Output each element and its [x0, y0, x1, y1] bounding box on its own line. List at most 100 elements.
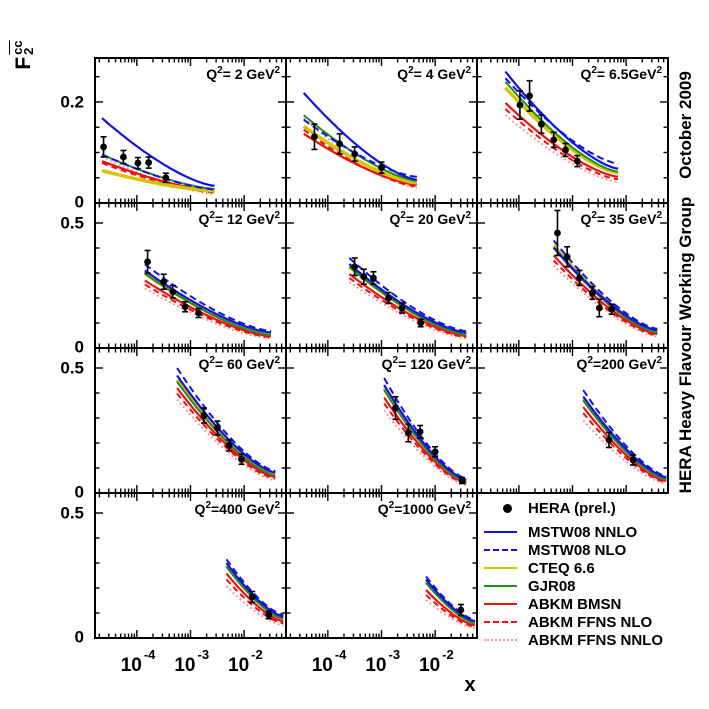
- data-point: [562, 146, 569, 154]
- data-point: [195, 309, 202, 317]
- curve-bmsn: [348, 273, 467, 338]
- curve-nlo: [303, 118, 417, 178]
- data-point: [457, 606, 465, 614]
- curve-ffns_nnlo: [552, 264, 658, 338]
- curve-gjr: [383, 389, 467, 483]
- x-tick-label: 10: [228, 655, 249, 676]
- y-tick-label: 0: [75, 193, 84, 212]
- curve-nnlo: [101, 117, 215, 187]
- data-point: [550, 136, 558, 144]
- data-point: [181, 303, 189, 311]
- curve-nnlo: [552, 246, 658, 332]
- panel-label: Q2= 35 GeV2: [580, 210, 662, 227]
- data-point: [134, 159, 142, 167]
- axis-ticks: [286, 348, 477, 493]
- legend-line-swatch: [482, 603, 519, 605]
- data-point: [554, 229, 561, 237]
- data-point: [265, 611, 273, 619]
- legend-item: CTEQ 6.6: [482, 559, 595, 577]
- curve-ffns_nnlo: [425, 599, 476, 630]
- axis-ticks: [95, 348, 286, 493]
- curve-ffns_nnlo: [176, 398, 276, 482]
- legend-item: ABKM FFNS NLO: [482, 613, 652, 631]
- data-point: [576, 274, 583, 282]
- curve-nlo: [552, 239, 658, 330]
- data-point: [225, 442, 233, 449]
- x-tick-exponent: -2: [442, 647, 454, 662]
- panel-content: [424, 575, 476, 630]
- legend-label: HERA (prel.): [528, 499, 616, 517]
- curve-nlo: [425, 575, 476, 621]
- legend-item: ABKM FFNS NNLO: [482, 631, 663, 649]
- curve-bmsn: [144, 279, 272, 338]
- panel-label: Q2= 120 GeV2: [382, 355, 472, 372]
- y-axis-title-base: F: [11, 56, 35, 70]
- curve-bmsn: [225, 572, 284, 623]
- panel-label: Q2=400 GeV2: [195, 500, 281, 517]
- panel-content: [175, 367, 276, 482]
- legend-line-swatch: [482, 567, 519, 569]
- legend-line-swatch: [482, 585, 519, 587]
- y-tick-label: 0.2: [60, 92, 84, 111]
- legend-item: MSTW08 NNLO: [482, 523, 637, 541]
- curve-ffns_nlo: [582, 412, 667, 484]
- axis-ticks: [95, 493, 286, 638]
- curve-ffns_nnlo: [144, 287, 272, 340]
- curve-bmsn: [582, 406, 667, 483]
- panel-content: [100, 117, 215, 195]
- curve-nnlo: [348, 263, 467, 334]
- curve-ffns_nnlo: [348, 281, 467, 340]
- curve-nlo: [582, 389, 667, 477]
- curve-nnlo: [176, 374, 276, 474]
- axis-ticks: [286, 203, 477, 348]
- data-point: [573, 157, 581, 165]
- data-point: [629, 456, 637, 464]
- data-point: [385, 294, 392, 302]
- curve-ffns_nlo: [176, 392, 276, 480]
- curve-bmsn: [425, 589, 476, 627]
- panel-label: Q2=1000 GeV2: [378, 500, 472, 517]
- data-point: [360, 273, 368, 281]
- data-point: [458, 477, 466, 484]
- x-axis-title: x: [464, 674, 476, 696]
- curve-nlo: [225, 558, 284, 616]
- data-point: [311, 133, 318, 141]
- legend-label: ABKM BMSN: [528, 595, 622, 613]
- x-tick-label: 10: [121, 655, 142, 676]
- panel-label: Q2= 20 GeV2: [389, 210, 471, 227]
- legend-marker-dot: [482, 503, 519, 513]
- data-point: [100, 143, 107, 151]
- curve-cteq: [101, 169, 215, 193]
- y-axis-title-subscript: 2: [21, 47, 36, 55]
- panel-label: Q2= 2 GeV2: [206, 65, 280, 82]
- curve-ffns_nlo: [425, 594, 476, 628]
- curve-bmsn: [303, 132, 417, 186]
- data-point: [169, 288, 177, 296]
- panel-content: [552, 209, 658, 338]
- curve-gjr: [225, 566, 284, 620]
- y-tick-label: 0.5: [60, 504, 84, 523]
- data-point: [526, 92, 533, 100]
- panel-content: [225, 558, 284, 627]
- data-point: [392, 404, 399, 412]
- panel-content: [382, 377, 467, 486]
- curve-ffns_nnlo: [225, 585, 284, 627]
- data-point: [370, 274, 377, 282]
- data-point: [160, 278, 168, 286]
- curve-nlo: [504, 77, 619, 165]
- x-tick-exponent: -4: [144, 647, 156, 662]
- data-point: [351, 150, 359, 158]
- curve-ffns_nlo: [303, 128, 417, 188]
- data-point: [588, 289, 596, 297]
- axis-ticks: [477, 348, 668, 493]
- legend-item: MSTW08 NLO: [482, 541, 626, 559]
- data-point: [351, 263, 359, 271]
- curve-gjr: [425, 582, 476, 624]
- curve-ffns_nlo: [348, 277, 467, 338]
- panel-label: Q2= 60 GeV2: [198, 355, 280, 372]
- y-tick-label: 0.5: [60, 214, 84, 233]
- y-tick-label: 0: [75, 628, 84, 647]
